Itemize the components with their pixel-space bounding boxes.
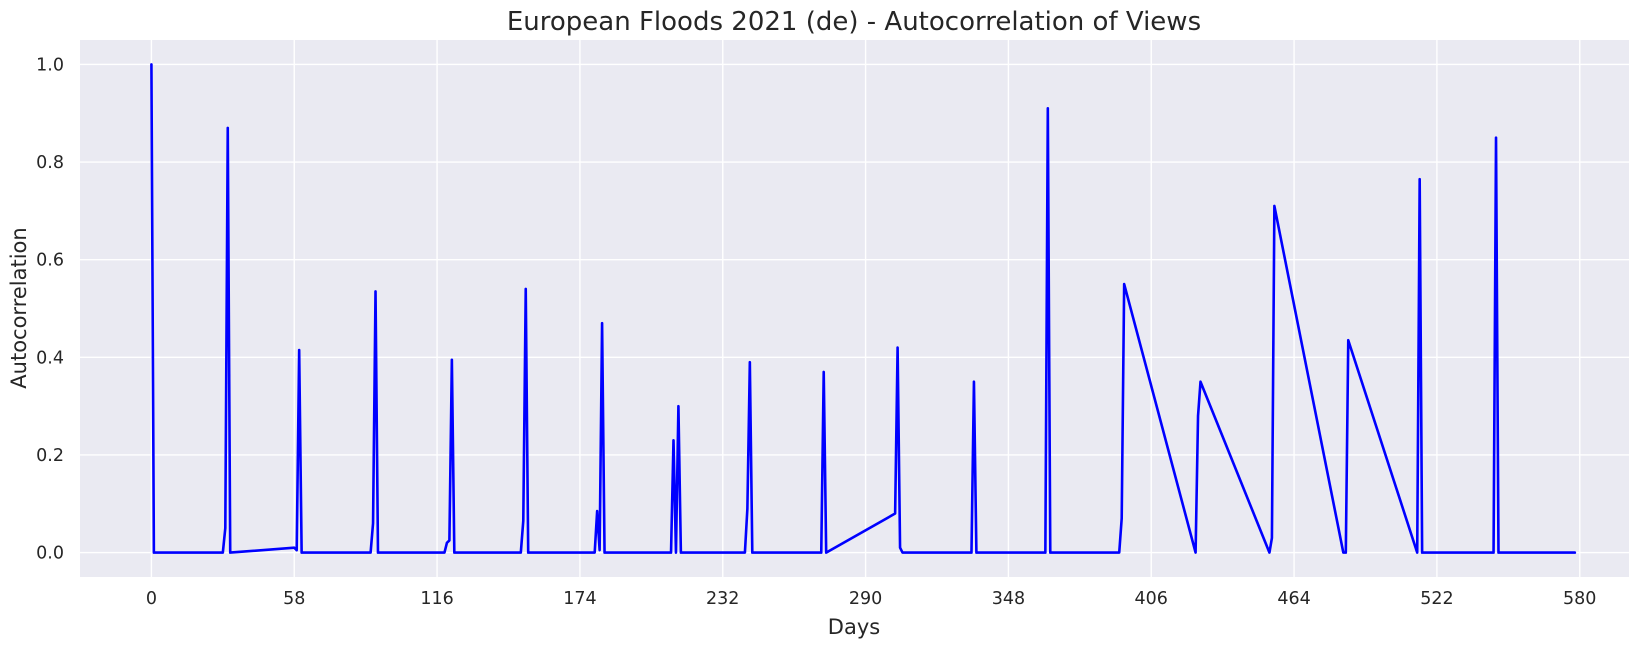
y-tick-label: 0.6 — [36, 251, 64, 271]
series-lines — [150, 63, 1577, 554]
plot-area-background — [80, 40, 1629, 577]
y-axis-label: Autocorrelation — [7, 227, 31, 388]
x-tick-label: 522 — [1420, 589, 1453, 609]
y-tick-label: 1.0 — [36, 55, 64, 75]
autocorrelation-series-line — [150, 63, 1577, 554]
y-tick-label: 0.4 — [36, 348, 64, 368]
x-tick-label: 464 — [1277, 589, 1310, 609]
x-tick-label: 58 — [283, 589, 305, 609]
x-tick-label: 406 — [1135, 589, 1168, 609]
x-tick-label: 232 — [706, 589, 739, 609]
x-tick-label: 290 — [849, 589, 882, 609]
y-tick-label: 0.0 — [36, 544, 64, 564]
y-tick-labels: 0.0 0.2 0.4 0.6 0.8 1.0 — [36, 55, 64, 563]
x-tick-label: 116 — [420, 589, 453, 609]
y-tick-label: 0.2 — [36, 446, 64, 466]
x-tick-label: 348 — [992, 589, 1025, 609]
x-tick-labels: 0 58 116 174 232 290 348 406 464 522 580 — [146, 589, 1597, 609]
chart-title: European Floods 2021 (de) - Autocorrelat… — [507, 7, 1201, 37]
x-axis-label: Days — [828, 615, 880, 639]
x-tick-label: 580 — [1563, 589, 1596, 609]
x-tick-label: 174 — [563, 589, 596, 609]
y-tick-label: 0.8 — [36, 153, 64, 173]
x-tick-label: 0 — [146, 589, 157, 609]
